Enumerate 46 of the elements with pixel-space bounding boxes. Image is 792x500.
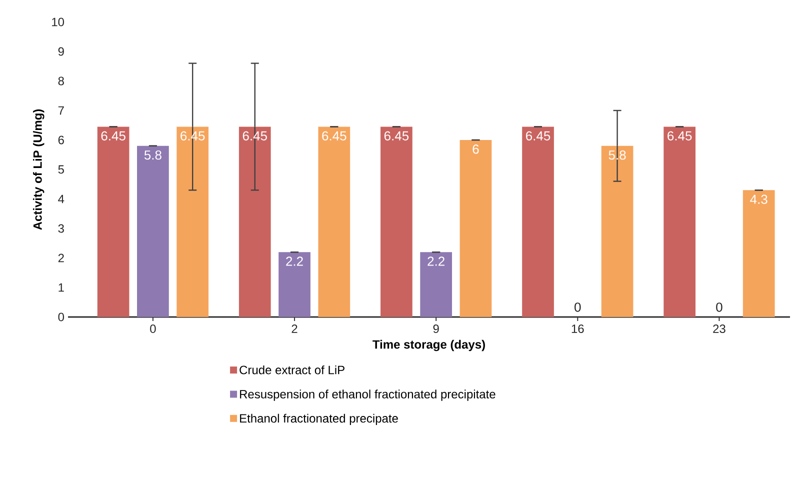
x-tick-label: 2 [292, 324, 298, 333]
data-label: 5.8 [144, 150, 162, 160]
data-label: 0 [574, 302, 581, 312]
bar [601, 146, 634, 317]
bar [238, 126, 271, 317]
bar [742, 190, 775, 317]
data-label: 6.45 [322, 131, 346, 140]
y-tick-label: 6 [58, 136, 64, 144]
y-tick-label: 9 [58, 47, 64, 56]
data-label: 6.45 [101, 131, 126, 140]
bar [318, 126, 350, 317]
x-tick-label: 16 [572, 324, 584, 334]
legend-label: Resuspension of ethanol fractionated precipitate [240, 390, 496, 401]
bar [460, 140, 492, 317]
data-label: 2.2 [286, 256, 303, 266]
y-tick-label: 7 [58, 106, 64, 115]
bar [278, 252, 310, 317]
bar [522, 126, 554, 317]
data-label: 6.45 [384, 131, 409, 140]
legend-label: Ethanol fractionated precipate [240, 414, 398, 426]
x-tick-label: 0 [150, 324, 156, 334]
bar [420, 252, 452, 317]
y-tick-label: 0 [58, 312, 64, 322]
x-tick-label: 23 [713, 324, 726, 334]
bar [664, 126, 696, 317]
data-label: 0 [716, 302, 722, 312]
bar [380, 126, 412, 317]
x-axis-title: Time storage (days) [372, 340, 485, 352]
y-axis-title: Activity of LiP (U/mg) [33, 109, 44, 230]
bar [137, 146, 169, 317]
y-tick-label: 8 [58, 76, 64, 86]
bar [176, 126, 209, 317]
bar [97, 126, 130, 317]
y-tick-label: 2 [58, 254, 64, 262]
data-label: 6 [472, 144, 479, 154]
data-label: 6.45 [526, 131, 550, 140]
data-label: 6.45 [668, 131, 692, 140]
x-tick-label: 9 [433, 324, 439, 334]
legend-label: Crude extract of LiP [240, 365, 344, 374]
y-tick-label: 4 [58, 194, 64, 204]
y-tick-label: 10 [52, 18, 64, 26]
y-tick-label: 5 [58, 165, 64, 174]
y-tick-label: 1 [58, 283, 64, 292]
data-label: 2.2 [428, 256, 444, 266]
y-tick-label: 3 [58, 224, 64, 233]
data-label: 4.3 [750, 194, 768, 204]
